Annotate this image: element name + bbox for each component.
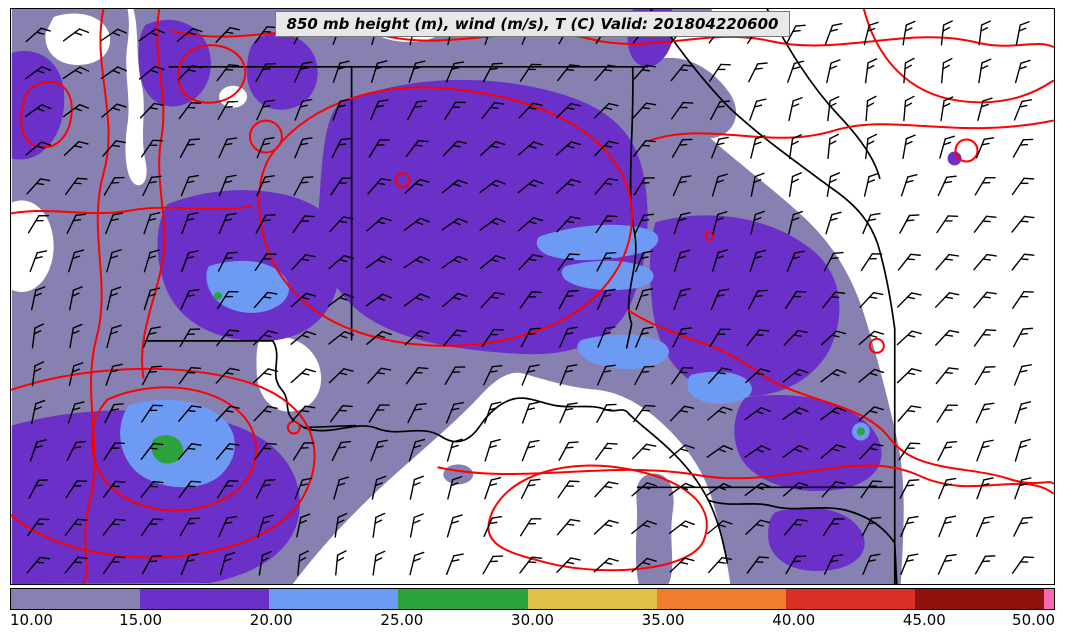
colorbar-segment bbox=[269, 589, 399, 609]
colorbar-segment bbox=[656, 589, 786, 609]
temp-fill-region bbox=[11, 51, 65, 160]
temp-fill-region bbox=[318, 79, 648, 355]
colorbar-tick: 25.00 bbox=[380, 611, 424, 629]
temp-fill-region bbox=[214, 292, 223, 300]
height-contour-line bbox=[394, 172, 411, 189]
height-contour-line bbox=[704, 231, 715, 242]
colorbar-tick: 10.00 bbox=[10, 611, 53, 629]
colorbar-tick: 40.00 bbox=[772, 611, 816, 629]
coastline bbox=[302, 397, 729, 564]
temp-fill-region bbox=[536, 224, 659, 261]
temp-fill-region bbox=[151, 434, 184, 464]
colorbar-segment bbox=[785, 589, 915, 609]
coastline bbox=[649, 9, 896, 345]
temp-fill-region bbox=[11, 200, 54, 293]
height-contour-line bbox=[862, 9, 1054, 104]
height-contour-line bbox=[11, 367, 316, 559]
height-contour-line bbox=[286, 420, 301, 435]
height-contour-line bbox=[868, 337, 885, 354]
temp-fill-region bbox=[443, 464, 474, 485]
height-contour-line bbox=[90, 386, 258, 512]
colorbar-tick: 20.00 bbox=[249, 611, 293, 629]
temp-fill-region bbox=[206, 260, 289, 313]
height-contour-line bbox=[258, 86, 634, 347]
state-border-line bbox=[766, 9, 881, 180]
height-contour-line bbox=[141, 9, 166, 379]
map-canvas: 850 mb height (m), wind (m/s), T (C) Val… bbox=[10, 8, 1055, 585]
height-contour-line bbox=[954, 138, 979, 163]
temp-fill-region bbox=[646, 57, 737, 139]
temp-fill-region bbox=[947, 151, 962, 166]
height-contour-line bbox=[82, 9, 110, 584]
colorbar-segment bbox=[398, 589, 528, 609]
colorbar-segment bbox=[527, 589, 657, 609]
temp-fill-region bbox=[635, 473, 674, 584]
temp-fill-region bbox=[687, 371, 752, 404]
state-border-line bbox=[144, 339, 357, 429]
map-svg bbox=[11, 9, 1054, 584]
colorbar-tick: 15.00 bbox=[119, 611, 163, 629]
temp-fill-region bbox=[125, 9, 147, 186]
colorbar bbox=[10, 588, 1055, 610]
temp-fill-region bbox=[219, 85, 247, 108]
colorbar-segment bbox=[914, 589, 1044, 609]
colorbar-tick: 50.00 bbox=[1012, 611, 1055, 629]
colorbar-ticks: 10.00 15.00 20.00 25.00 30.00 35.00 40.00 45.00… bbox=[10, 611, 1055, 631]
height-contour-line bbox=[11, 205, 252, 215]
height-contour-line bbox=[648, 119, 1054, 142]
height-contour-line bbox=[177, 44, 247, 104]
temp-fill-region bbox=[856, 427, 865, 436]
plot-title: 850 mb height (m), wind (m/s), T (C) Val… bbox=[274, 11, 791, 37]
colorbar-tick: 45.00 bbox=[902, 611, 946, 629]
colorbar-segment bbox=[11, 589, 141, 609]
temp-fill-region bbox=[637, 9, 1054, 584]
height-contour-line bbox=[626, 308, 1054, 485]
colorbar-tick: 35.00 bbox=[641, 611, 685, 629]
height-contour-line bbox=[487, 464, 708, 572]
height-contour-line bbox=[248, 119, 283, 154]
temp-fill-region bbox=[246, 33, 318, 110]
temp-fill-region bbox=[45, 13, 111, 65]
colorbar-over bbox=[1044, 589, 1054, 609]
temp-fill-region bbox=[292, 372, 731, 584]
colorbar-segment bbox=[140, 589, 270, 609]
colorbar-tick: 30.00 bbox=[511, 611, 554, 629]
